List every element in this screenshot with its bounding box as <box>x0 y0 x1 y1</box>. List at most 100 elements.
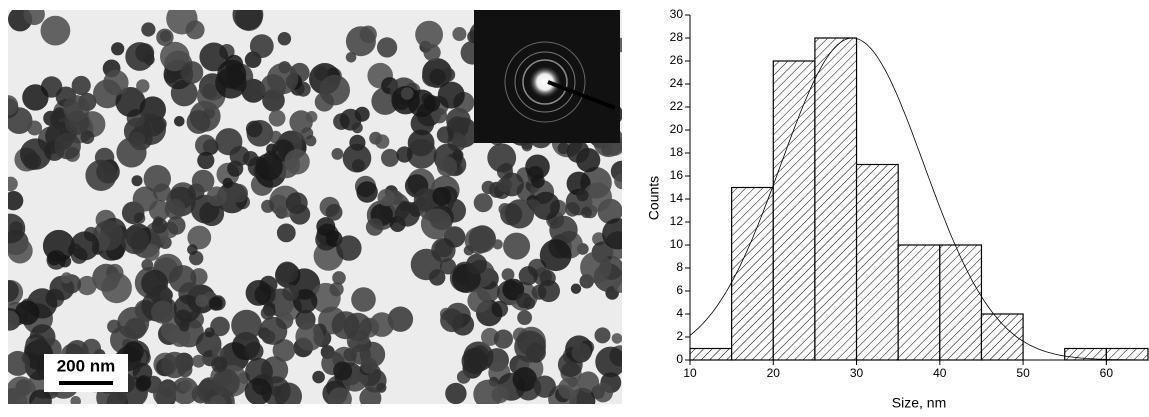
y-axis-label: Counts <box>646 176 662 220</box>
particle <box>351 287 376 312</box>
particle <box>286 192 308 214</box>
particle <box>312 371 325 384</box>
particle <box>361 357 377 373</box>
particle <box>187 244 198 255</box>
particle <box>103 70 128 95</box>
particle <box>250 34 274 58</box>
particle <box>328 387 352 411</box>
particle <box>497 178 511 192</box>
particle <box>229 184 248 203</box>
y-tick-label: 14 <box>670 191 684 205</box>
particle <box>125 42 154 71</box>
bar <box>857 165 899 361</box>
y-tick-label: 4 <box>676 306 683 320</box>
particle <box>580 251 612 283</box>
particle <box>513 367 537 391</box>
particle <box>381 149 399 167</box>
y-tick-label: 30 <box>670 7 684 21</box>
particle <box>215 67 246 98</box>
particle <box>503 233 530 260</box>
bar <box>773 61 815 360</box>
histogram: Counts Size, nm 024681012141618202224262… <box>646 7 1148 411</box>
particle <box>167 216 186 235</box>
bar <box>815 38 857 360</box>
particle <box>581 207 592 218</box>
particle <box>305 135 316 146</box>
particle <box>151 300 174 323</box>
particle <box>156 29 173 46</box>
particle <box>540 239 572 271</box>
particle <box>438 82 465 109</box>
particle <box>359 387 381 409</box>
particle <box>41 16 71 46</box>
particle <box>245 342 264 361</box>
particle <box>211 356 227 372</box>
particle <box>538 280 560 302</box>
y-tick-label: 22 <box>670 99 684 113</box>
particle <box>378 189 395 206</box>
particle <box>470 226 495 251</box>
particle <box>395 202 420 227</box>
x-tick-label: 40 <box>933 366 947 380</box>
particle <box>4 191 23 210</box>
particle <box>261 200 274 213</box>
particle <box>474 193 493 212</box>
particle <box>319 75 350 106</box>
particle <box>85 160 116 191</box>
particle <box>377 37 397 57</box>
particle <box>27 121 42 136</box>
particle <box>174 116 185 127</box>
particle <box>462 348 488 374</box>
particle <box>593 383 613 403</box>
particle <box>101 273 132 304</box>
particle <box>245 378 272 405</box>
particle <box>332 311 360 339</box>
particle <box>22 84 48 110</box>
particle <box>276 262 298 284</box>
particle <box>141 22 155 36</box>
particle <box>3 177 18 192</box>
bar <box>690 349 732 361</box>
particle <box>160 289 173 302</box>
particle <box>204 327 214 337</box>
y-tick-label: 10 <box>670 237 684 251</box>
particle <box>70 231 99 260</box>
particle <box>246 280 272 306</box>
particle <box>595 327 611 343</box>
particle <box>161 352 188 379</box>
particle <box>223 178 233 188</box>
particle <box>464 245 474 255</box>
particle <box>187 110 211 134</box>
particle <box>492 386 509 403</box>
bar <box>732 188 774 361</box>
particle <box>452 27 466 41</box>
particle <box>54 133 81 160</box>
particle <box>558 378 579 399</box>
particle <box>0 311 20 331</box>
particle <box>295 323 323 351</box>
particle <box>192 355 205 368</box>
particle <box>121 226 149 254</box>
particle <box>136 79 149 92</box>
particle <box>197 152 214 169</box>
particle <box>360 26 377 43</box>
y-tick-label: 2 <box>676 329 683 343</box>
particle <box>136 375 151 390</box>
scale-bar-label: 200 nm <box>57 356 116 375</box>
scale-bar-line <box>59 381 113 385</box>
particle <box>466 254 487 275</box>
particle <box>614 174 630 190</box>
x-tick-label: 30 <box>850 366 864 380</box>
particle <box>437 126 454 143</box>
particle <box>282 285 299 302</box>
particle <box>440 309 464 333</box>
particle <box>255 153 282 180</box>
particle <box>505 199 534 228</box>
particle <box>186 20 205 39</box>
particle <box>207 186 227 206</box>
particle <box>215 128 242 155</box>
particle <box>212 369 240 397</box>
particle <box>366 218 384 236</box>
particle <box>346 52 357 63</box>
particle <box>437 156 457 176</box>
